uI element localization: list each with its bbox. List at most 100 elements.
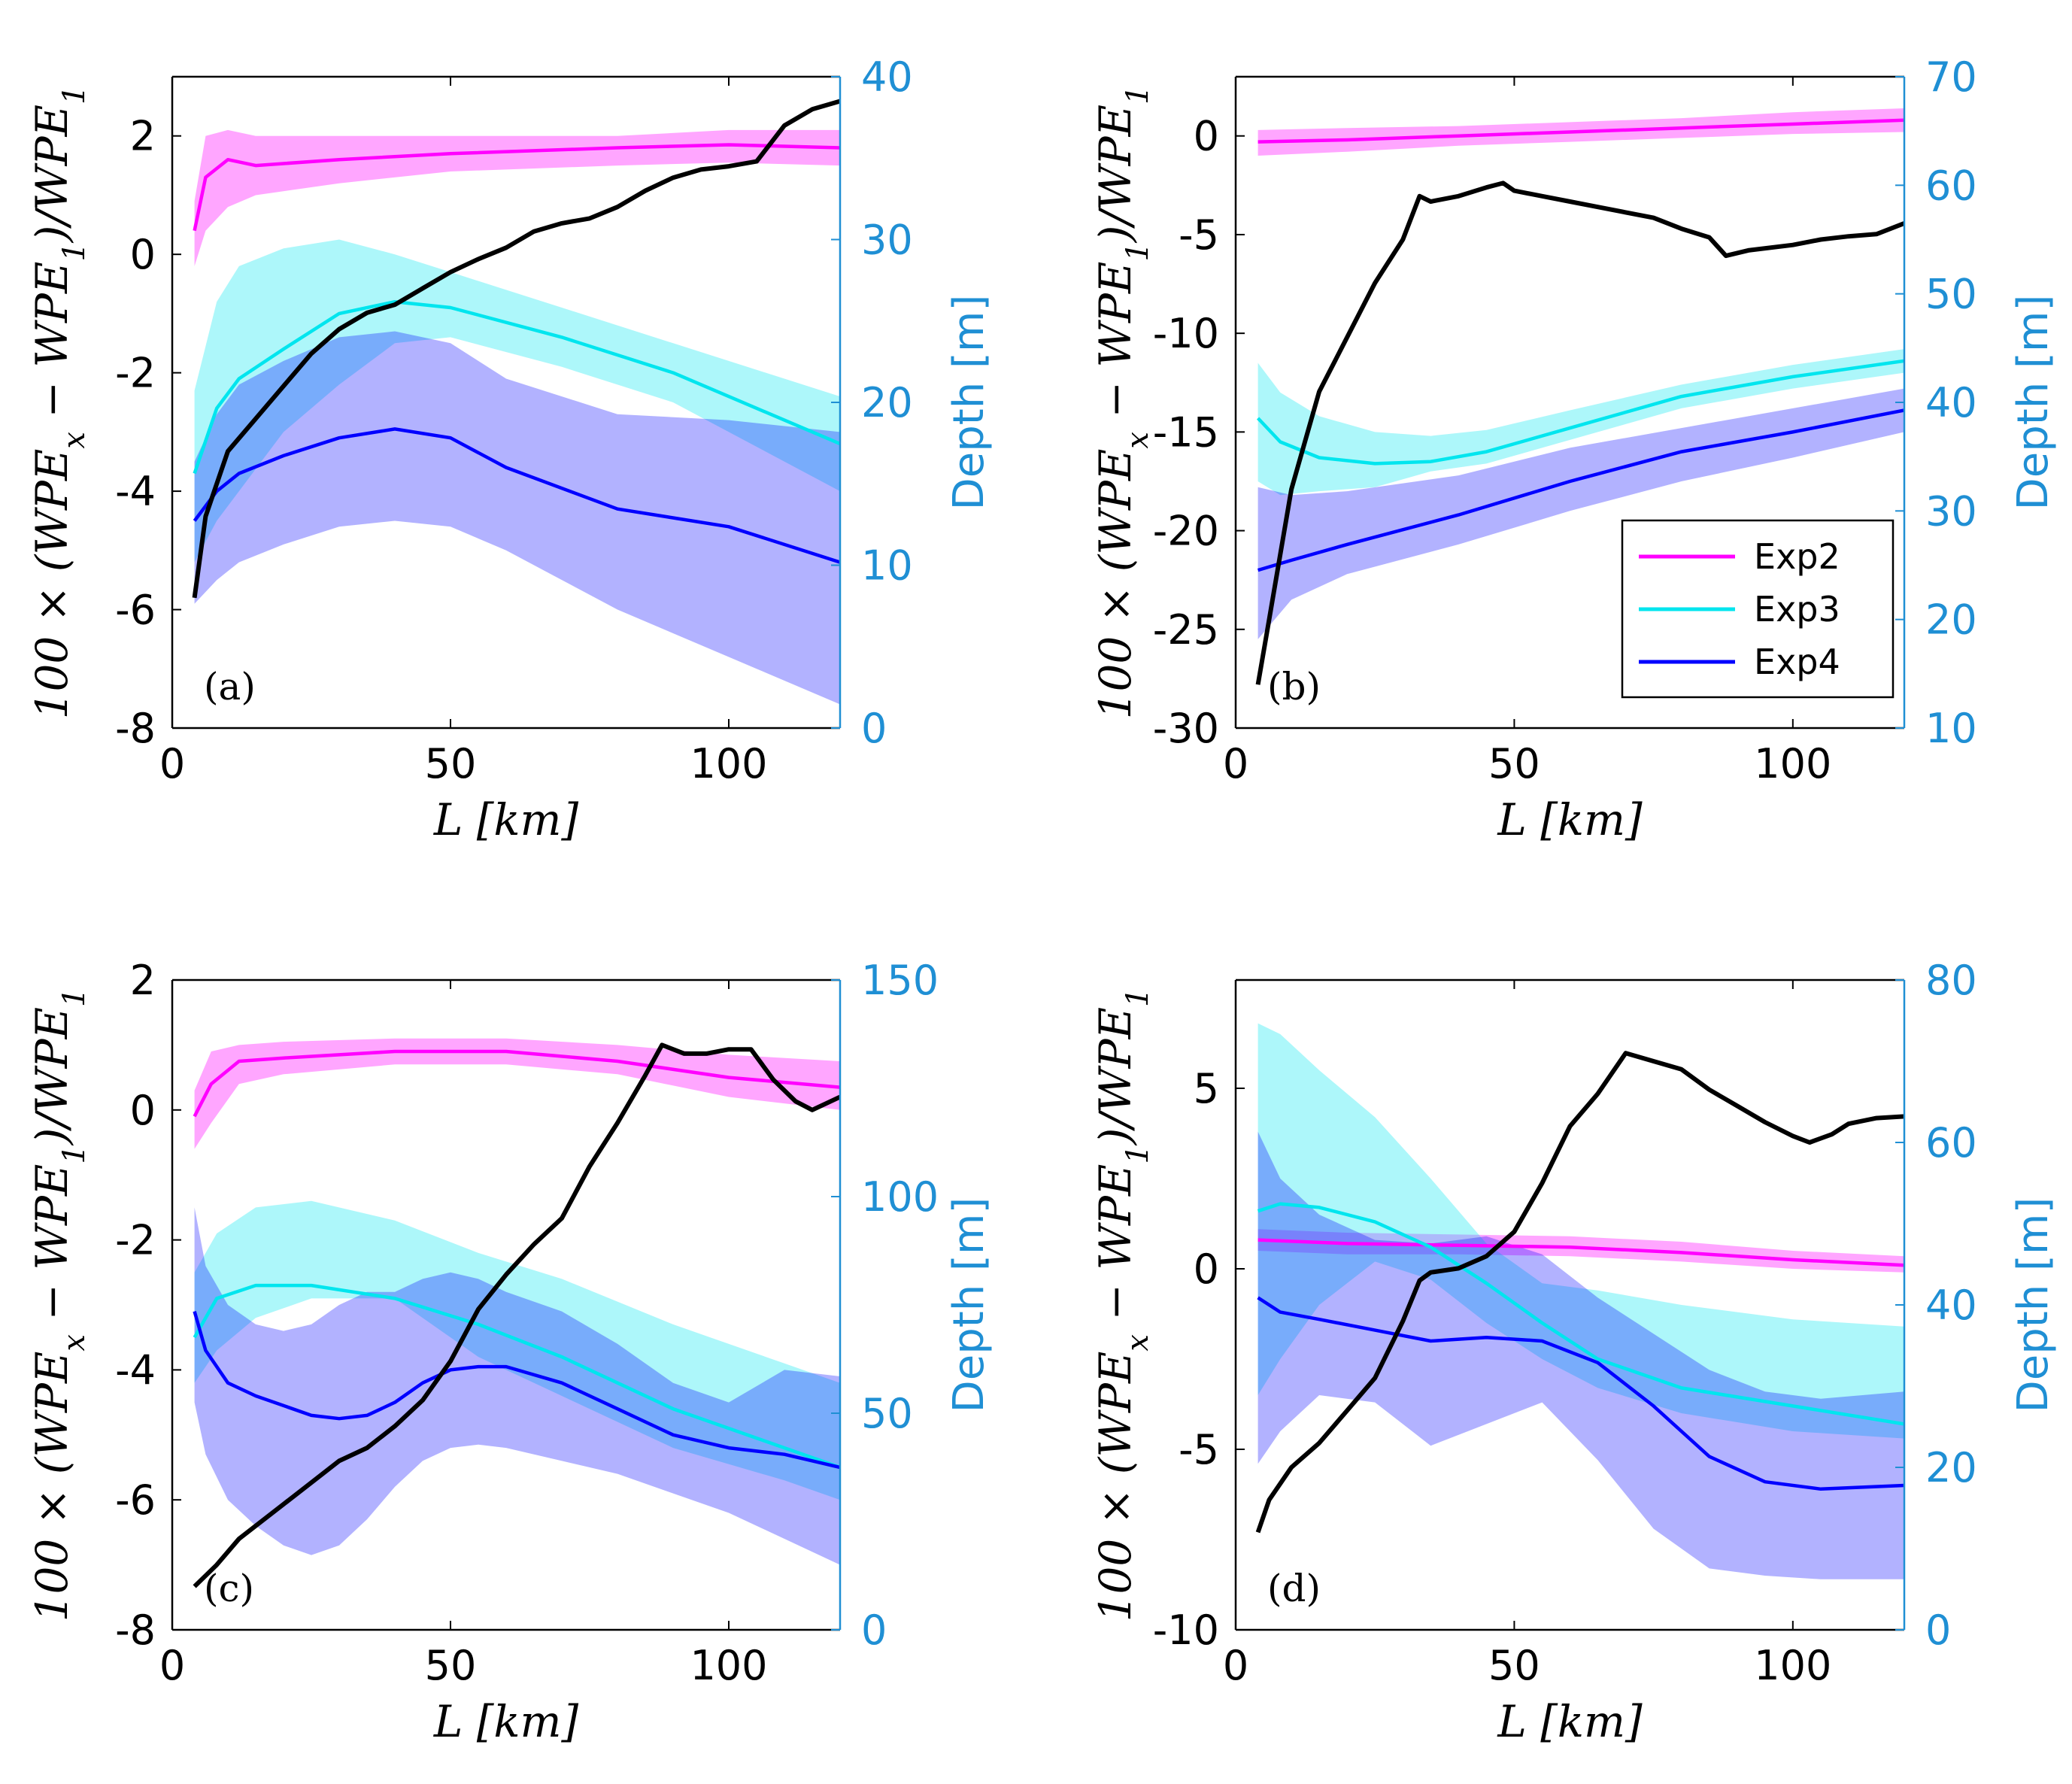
x-tick-label: 100 bbox=[690, 740, 767, 787]
legend-entry-exp3: Exp3 bbox=[1754, 589, 1840, 630]
x-tick-label: 0 bbox=[159, 740, 185, 787]
y2-tick-label: 30 bbox=[1925, 487, 1977, 535]
panel-label: (b) bbox=[1267, 665, 1321, 708]
y-tick-label: -2 bbox=[115, 1217, 156, 1264]
panel-b: 0 50 100 -30 -25 -20 -15 -10 -5 0 10 20 30 40 50 60 70 L … bbox=[1090, 53, 2058, 845]
panel-c: 0 50 100 -8 -6 -4 -2 0 2 0 50 100 150 L [km] 100 × (WP… bbox=[26, 957, 994, 1747]
y-tick-label: -5 bbox=[1179, 211, 1219, 259]
y2-tick-label: 70 bbox=[1925, 53, 1977, 101]
y-tick-label: -2 bbox=[115, 350, 156, 397]
band-exp2 bbox=[1257, 1229, 1904, 1273]
legend-entry-exp4: Exp4 bbox=[1754, 642, 1840, 682]
y2-axis-label: Depth [m] bbox=[2009, 295, 2058, 511]
x-tick-label: 100 bbox=[1754, 740, 1831, 787]
line-exp4 bbox=[193, 427, 840, 564]
y2-axis-label: Depth [m] bbox=[945, 1197, 994, 1413]
y2-tick-label: 50 bbox=[1925, 271, 1977, 318]
y-axis-label: 100 × (WPEx − WPE1)/WPE1 bbox=[1090, 86, 1155, 720]
x-axis-label: L [km] bbox=[1497, 794, 1643, 845]
plot-area bbox=[1255, 1023, 1904, 1579]
y-tick-label: -8 bbox=[115, 1607, 156, 1654]
band-exp2 bbox=[194, 1038, 840, 1149]
y-tick-label: -6 bbox=[115, 1476, 156, 1524]
legend-entry-exp2: Exp2 bbox=[1754, 536, 1840, 577]
y-tick-label: -30 bbox=[1153, 705, 1219, 752]
plot-area bbox=[193, 1038, 840, 1588]
x-tick-label: 50 bbox=[1488, 1642, 1540, 1689]
y2-tick-label: 20 bbox=[861, 379, 913, 426]
y2-tick-label: 20 bbox=[1925, 596, 1977, 644]
panel-label: (a) bbox=[204, 665, 256, 708]
y2-tick-label: 40 bbox=[1925, 1282, 1977, 1329]
y2-tick-label: 10 bbox=[861, 542, 913, 590]
y-axis-label: 100 × (WPEx − WPE1)/WPE1 bbox=[26, 988, 92, 1622]
y2-axis-label: Depth [m] bbox=[2009, 1197, 2058, 1413]
y2-tick-label: 40 bbox=[1925, 379, 1977, 426]
y-tick-label: 0 bbox=[130, 1087, 156, 1134]
x-axis-label: L [km] bbox=[1497, 1696, 1643, 1747]
line-exp4 bbox=[193, 1310, 840, 1470]
y-tick-label: -6 bbox=[115, 587, 156, 634]
line-depth bbox=[192, 99, 840, 599]
y2-tick-label: 0 bbox=[861, 1607, 887, 1654]
y-tick-label: -8 bbox=[115, 705, 156, 752]
y-tick-label: 0 bbox=[130, 231, 156, 278]
y2-tick-label: 40 bbox=[861, 53, 913, 101]
y2-tick-label: 20 bbox=[1925, 1444, 1977, 1491]
y-tick-label: -10 bbox=[1153, 1607, 1219, 1654]
x-axis-label: L [km] bbox=[433, 1696, 579, 1747]
y2-tick-label: 60 bbox=[1925, 162, 1977, 209]
x-tick-label: 0 bbox=[1223, 1642, 1248, 1689]
x-tick-label: 100 bbox=[690, 1642, 767, 1689]
line-exp4 bbox=[1257, 1296, 1904, 1491]
y2-tick-label: 80 bbox=[1925, 957, 1977, 1004]
band-exp4 bbox=[1257, 388, 1904, 639]
y2-tick-label: 150 bbox=[861, 957, 939, 1004]
y-tick-label: 2 bbox=[130, 113, 156, 160]
y-tick-label: -4 bbox=[115, 1346, 156, 1394]
y-axis-label: 100 × (WPEx − WPE1)/WPE1 bbox=[1090, 988, 1155, 1622]
line-exp3 bbox=[193, 1283, 840, 1470]
y2-tick-label: 100 bbox=[861, 1173, 939, 1221]
line-exp4 bbox=[1257, 408, 1904, 572]
panel-label: (d) bbox=[1267, 1567, 1321, 1610]
y-tick-label: -20 bbox=[1153, 508, 1219, 555]
x-tick-label: 50 bbox=[1488, 740, 1540, 787]
x-axis-label: L [km] bbox=[433, 794, 579, 845]
y-axis-label: 100 × (WPEx − WPE1)/WPE1 bbox=[26, 86, 92, 720]
legend: Exp2 Exp3 Exp4 bbox=[1621, 519, 1895, 699]
y2-tick-label: 60 bbox=[1925, 1119, 1977, 1167]
y-tick-label: -5 bbox=[1179, 1426, 1219, 1473]
panel-label: (c) bbox=[204, 1567, 254, 1610]
y-tick-label: -15 bbox=[1153, 408, 1219, 456]
line-exp2 bbox=[193, 143, 840, 232]
line-depth bbox=[193, 1042, 840, 1588]
y-tick-label: -4 bbox=[115, 468, 156, 515]
band-exp3 bbox=[194, 1200, 840, 1500]
y-tick-label: -25 bbox=[1153, 606, 1219, 654]
x-tick-label: 0 bbox=[1223, 740, 1248, 787]
line-exp3 bbox=[1257, 1202, 1904, 1426]
line-exp2 bbox=[1257, 1238, 1904, 1267]
line-depth bbox=[1255, 181, 1904, 685]
y-tick-label: 0 bbox=[1194, 113, 1219, 160]
y-tick-label: 0 bbox=[1194, 1245, 1219, 1293]
y2-tick-label: 30 bbox=[861, 217, 913, 264]
band-exp3 bbox=[1257, 1023, 1904, 1439]
line-depth bbox=[1255, 1051, 1904, 1534]
y-tick-label: -10 bbox=[1153, 310, 1219, 357]
plot-area bbox=[192, 99, 840, 705]
x-tick-label: 50 bbox=[425, 740, 477, 787]
band-exp4 bbox=[194, 331, 840, 705]
y2-axis-label: Depth [m] bbox=[945, 295, 994, 511]
x-tick-label: 100 bbox=[1754, 1642, 1831, 1689]
band-exp2 bbox=[194, 129, 840, 266]
line-exp2 bbox=[193, 1049, 840, 1118]
y2-tick-label: 0 bbox=[861, 705, 887, 752]
plot-area bbox=[1255, 108, 1904, 685]
line-exp3 bbox=[193, 299, 840, 475]
line-exp2 bbox=[1257, 118, 1904, 144]
